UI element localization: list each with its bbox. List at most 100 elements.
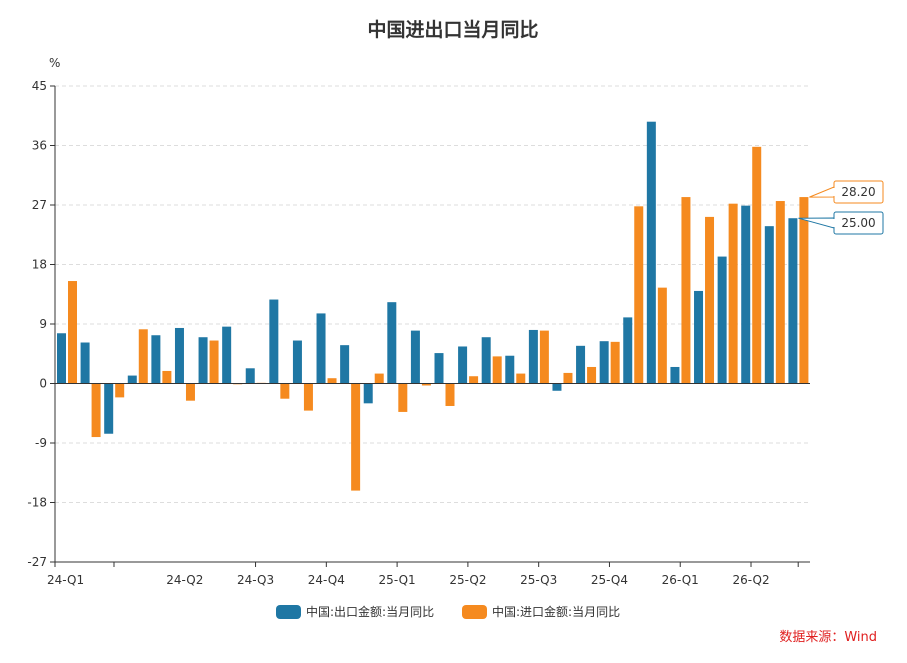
callout-value: 28.20	[841, 185, 875, 199]
legend-item-import[interactable]: 中国:进口金额:当月同比	[462, 604, 620, 619]
legend-label-import: 中国:进口金额:当月同比	[492, 604, 620, 619]
x-tick-label: 24-Q3	[237, 573, 274, 587]
x-tick-label: 25-Q4	[591, 573, 628, 587]
import-bar	[634, 206, 644, 384]
x-tick-label: 26-Q1	[662, 573, 699, 587]
export-bar	[316, 313, 326, 384]
export-bar	[174, 327, 184, 384]
bars	[57, 121, 809, 491]
import-bar	[280, 383, 290, 399]
export-bar	[481, 337, 491, 384]
y-axis-ticks: -27 -18 -9 0 9 18 27 36 45	[27, 79, 55, 569]
import-bar	[728, 203, 738, 384]
x-axis-labels: 24-Q1 24-Q2 24-Q3 24-Q4 25-Q1 25-Q2 25-Q3 25-Q4…	[47, 573, 770, 587]
export-bar	[269, 299, 279, 384]
data-source: 数据来源：Wind	[779, 630, 877, 645]
import-bar	[469, 376, 479, 384]
export-bar	[57, 333, 66, 384]
import-bar	[705, 216, 715, 384]
export-bar	[151, 335, 161, 384]
export-bar	[245, 368, 255, 384]
export-bar	[741, 205, 751, 384]
import-bar	[115, 383, 125, 398]
axes	[54, 86, 810, 567]
y-tick-label: 36	[32, 139, 47, 153]
export-bar	[104, 383, 114, 434]
import-bar	[587, 366, 597, 384]
legend-swatch-import	[462, 605, 487, 619]
import-bar	[91, 383, 101, 438]
export-bar	[576, 345, 586, 384]
export-bar	[222, 326, 232, 384]
export-bar	[528, 329, 538, 384]
import-bar	[657, 287, 667, 384]
export-bar	[623, 317, 633, 384]
export-bar	[363, 383, 373, 404]
export-bar	[646, 121, 656, 384]
last-value-callouts: 25.00 28.20	[798, 180, 884, 235]
import-bar	[752, 146, 762, 384]
export-bar	[198, 337, 208, 384]
import-bar	[398, 383, 408, 412]
export-bar	[599, 341, 609, 384]
legend[interactable]: 中国:出口金额:当月同比 中国:进口金额:当月同比	[276, 604, 620, 619]
import-bar	[162, 370, 172, 384]
x-tick-label: 25-Q2	[449, 573, 486, 587]
y-tick-label: -27	[27, 555, 47, 569]
import-bar	[445, 383, 455, 406]
import-bar	[681, 197, 691, 384]
export-bar	[670, 366, 680, 384]
export-bar	[458, 346, 468, 384]
legend-item-export[interactable]: 中国:出口金额:当月同比	[276, 604, 434, 619]
import-bar	[68, 281, 77, 384]
y-axis-unit: %	[49, 56, 60, 70]
import-bar	[421, 383, 431, 386]
import-bar	[775, 201, 785, 384]
chart-title: 中国进出口当月同比	[367, 18, 538, 41]
import-bar	[185, 383, 195, 401]
import-bar	[516, 373, 526, 384]
x-tick-label: 26-Q2	[732, 573, 769, 587]
callout-value: 25.00	[841, 216, 875, 230]
y-tick-label: -18	[27, 496, 47, 510]
import-bar	[327, 378, 337, 384]
import-bar	[303, 383, 313, 411]
import-bar	[799, 197, 809, 384]
export-bar	[717, 256, 727, 384]
y-tick-label: -9	[35, 436, 47, 450]
y-tick-label: 18	[32, 258, 47, 272]
import-bar	[610, 341, 620, 384]
legend-swatch-export	[276, 605, 301, 619]
callout-pointer	[809, 186, 835, 198]
export-bar	[387, 302, 397, 384]
y-tick-label: 9	[39, 317, 47, 331]
export-bar	[292, 340, 302, 384]
export-bar	[127, 375, 137, 384]
export-bar	[764, 226, 774, 384]
y-tick-label: 0	[39, 377, 47, 391]
y-tick-label: 45	[32, 79, 47, 93]
export-bar	[434, 353, 444, 384]
x-tick-label: 25-Q3	[520, 573, 557, 587]
legend-label-export: 中国:出口金额:当月同比	[306, 604, 434, 619]
x-tick-label: 24-Q1	[47, 573, 84, 587]
import-bar	[563, 372, 573, 384]
export-bar	[410, 330, 420, 384]
x-tick-label: 24-Q4	[308, 573, 345, 587]
import-bar	[539, 330, 549, 384]
import-bar	[351, 383, 361, 491]
x-tick-label: 25-Q1	[379, 573, 416, 587]
export-bar	[788, 218, 798, 384]
import-bar	[209, 340, 219, 384]
export-bar	[340, 345, 350, 384]
export-bar	[505, 355, 515, 384]
export-bar	[694, 290, 704, 384]
import-bar	[138, 329, 148, 384]
y-tick-label: 27	[32, 198, 47, 212]
export-bar	[80, 342, 90, 384]
import-bar	[492, 356, 502, 384]
x-tick-label: 24-Q2	[166, 573, 203, 587]
export-bar	[552, 383, 562, 391]
import-bar	[374, 373, 384, 384]
